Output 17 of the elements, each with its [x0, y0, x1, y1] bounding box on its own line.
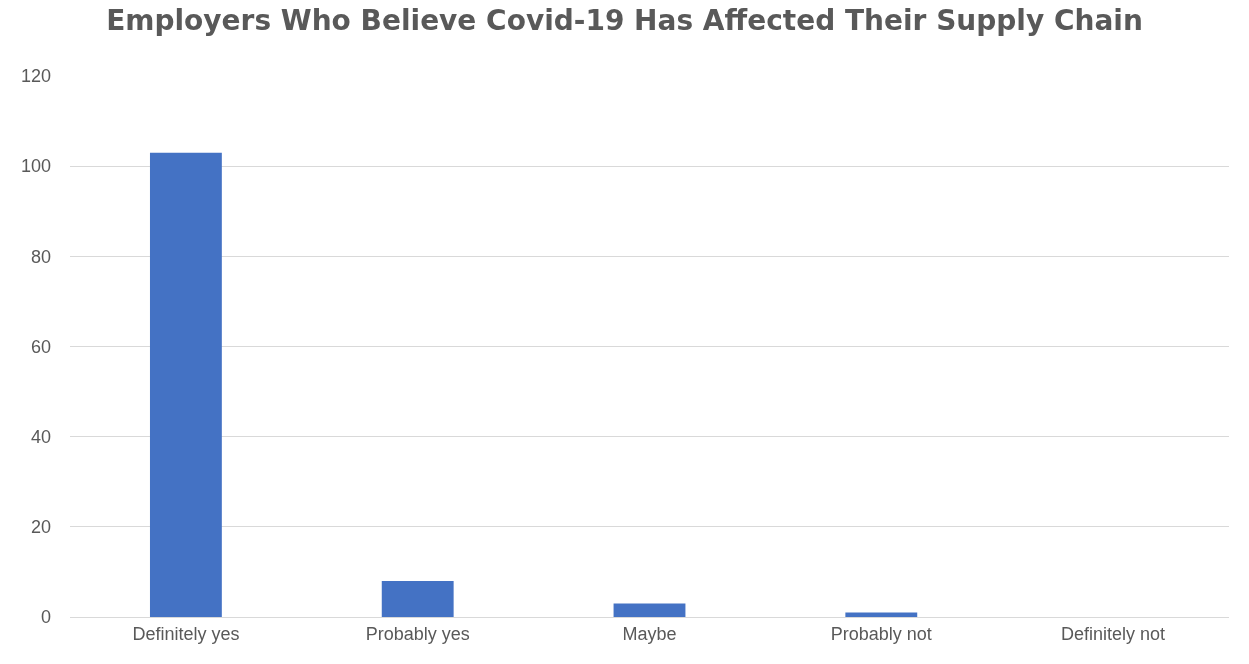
y-tick-label: 60	[30, 336, 51, 357]
x-tick-label: Definitely not	[1061, 623, 1166, 644]
x-tick-label: Probably yes	[365, 623, 470, 644]
x-tick-label: Definitely yes	[132, 623, 240, 644]
y-tick-label: 0	[40, 607, 51, 628]
bar	[613, 603, 686, 617]
y-tick-label: 40	[30, 426, 51, 447]
chart-title: Employers Who Believe Covid-19 Has Affected Their Supply Chain	[106, 3, 1143, 37]
bar	[845, 612, 918, 617]
bar	[381, 580, 454, 617]
y-tick-label: 120	[20, 66, 51, 87]
x-tick-label: Maybe	[622, 623, 677, 644]
x-tick-label: Probably not	[830, 623, 932, 644]
y-tick-label: 80	[30, 246, 51, 267]
y-tick-label: 100	[20, 156, 51, 177]
bar	[149, 152, 222, 617]
y-tick-label: 20	[30, 517, 51, 538]
